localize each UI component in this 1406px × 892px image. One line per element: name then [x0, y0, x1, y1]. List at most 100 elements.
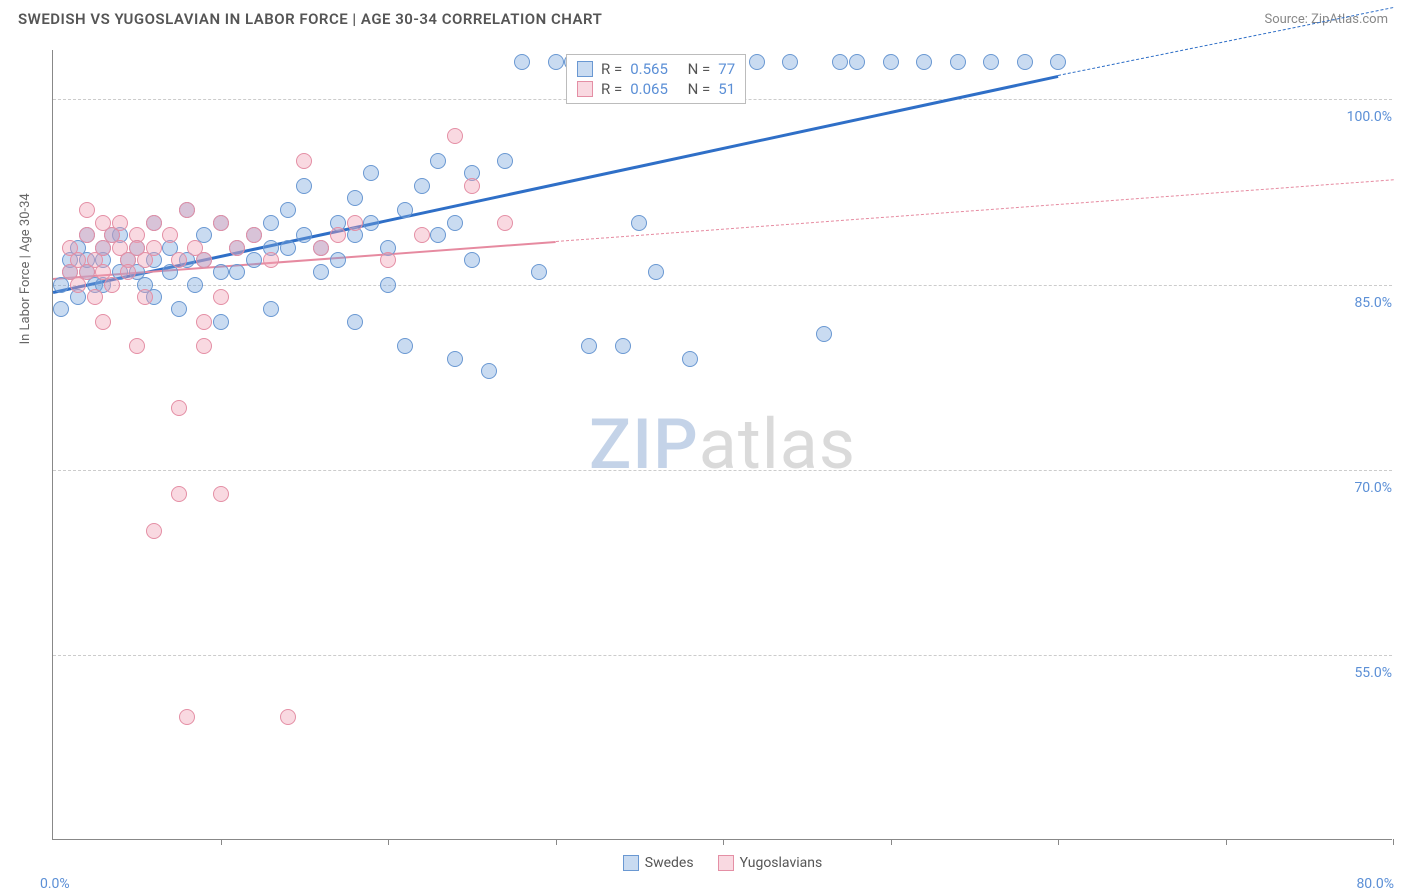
legend-item-yugoslavians: Yugoslavians	[718, 855, 823, 871]
x-tick	[723, 839, 724, 845]
scatter-point	[363, 165, 379, 181]
x-tick	[891, 839, 892, 845]
scatter-point	[581, 338, 597, 354]
legend-item-swedes: Swedes	[623, 855, 694, 871]
chart-plot-area: ZIPatlas 55.0%70.0%85.0%100.0% Swedes Yu…	[52, 50, 1392, 840]
scatter-point	[263, 215, 279, 231]
scatter-point	[347, 314, 363, 330]
scatter-point	[430, 153, 446, 169]
scatter-point	[330, 227, 346, 243]
n-label: N =	[688, 80, 711, 98]
scatter-point	[263, 252, 279, 268]
scatter-point	[497, 215, 513, 231]
x-tick	[1226, 839, 1227, 845]
source-label: Source: ZipAtlas.com	[1264, 12, 1388, 27]
scatter-point	[447, 351, 463, 367]
scatter-point	[548, 54, 564, 70]
scatter-point	[296, 227, 312, 243]
scatter-point	[782, 54, 798, 70]
scatter-point	[950, 54, 966, 70]
scatter-point	[497, 153, 513, 169]
scatter-point	[380, 252, 396, 268]
scatter-point	[849, 54, 865, 70]
scatter-point	[196, 338, 212, 354]
r-label: R =	[601, 80, 622, 98]
x-tick	[1058, 839, 1059, 845]
x-axis-label-left: 0.0%	[40, 876, 70, 892]
scatter-point	[615, 338, 631, 354]
scatter-point	[682, 351, 698, 367]
legend-swatch-yugoslavians	[718, 855, 734, 871]
y-axis-title: In Labor Force | Age 30-34	[18, 193, 33, 344]
scatter-point	[171, 486, 187, 502]
scatter-point	[1050, 54, 1066, 70]
x-tick	[388, 839, 389, 845]
scatter-point	[162, 227, 178, 243]
scatter-point	[87, 289, 103, 305]
n-label: N =	[688, 60, 711, 78]
scatter-point	[179, 202, 195, 218]
scatter-point	[146, 215, 162, 231]
scatter-point	[171, 400, 187, 416]
scatter-point	[104, 277, 120, 293]
scatter-point	[213, 289, 229, 305]
scatter-point	[363, 215, 379, 231]
scatter-point	[120, 264, 136, 280]
n-value-yugoslavians: 51	[718, 80, 735, 98]
r-value-swedes: 0.565	[630, 60, 668, 78]
scatter-point	[196, 314, 212, 330]
scatter-point	[246, 252, 262, 268]
scatter-point	[196, 252, 212, 268]
scatter-point	[129, 338, 145, 354]
scatter-point	[313, 264, 329, 280]
scatter-point	[79, 202, 95, 218]
scatter-point	[347, 190, 363, 206]
scatter-point	[246, 227, 262, 243]
scatter-point	[296, 178, 312, 194]
legend-stats-row-swedes: R = 0.565 N = 77	[577, 59, 735, 79]
scatter-point	[447, 215, 463, 231]
scatter-point	[137, 289, 153, 305]
scatter-point	[146, 240, 162, 256]
scatter-point	[464, 252, 480, 268]
scatter-point	[397, 202, 413, 218]
chart-header: SWEDISH VS YUGOSLAVIAN IN LABOR FORCE | …	[0, 0, 1406, 34]
scatter-point	[229, 240, 245, 256]
legend-stats-row-yugoslavians: R = 0.065 N = 51	[577, 79, 735, 99]
legend-bottom: Swedes Yugoslavians	[53, 855, 1392, 871]
scatter-point	[430, 227, 446, 243]
scatter-points-layer	[53, 50, 1392, 839]
x-tick	[1393, 839, 1394, 845]
scatter-point	[916, 54, 932, 70]
legend-label-yugoslavians: Yugoslavians	[740, 855, 823, 871]
scatter-point	[146, 523, 162, 539]
scatter-point	[53, 301, 69, 317]
legend-label-swedes: Swedes	[645, 855, 694, 871]
scatter-point	[213, 215, 229, 231]
scatter-point	[380, 277, 396, 293]
scatter-point	[313, 240, 329, 256]
scatter-point	[347, 215, 363, 231]
legend-stats-swatch-yugoslavians	[577, 81, 593, 97]
scatter-point	[481, 363, 497, 379]
scatter-point	[179, 709, 195, 725]
legend-swatch-swedes	[623, 855, 639, 871]
n-value-swedes: 77	[718, 60, 735, 78]
scatter-point	[816, 326, 832, 342]
x-tick	[221, 839, 222, 845]
scatter-point	[171, 252, 187, 268]
chart-title: SWEDISH VS YUGOSLAVIAN IN LABOR FORCE | …	[18, 10, 602, 28]
scatter-point	[883, 54, 899, 70]
scatter-point	[1017, 54, 1033, 70]
scatter-point	[414, 178, 430, 194]
scatter-point	[514, 54, 530, 70]
scatter-point	[280, 202, 296, 218]
scatter-point	[213, 314, 229, 330]
scatter-point	[397, 338, 413, 354]
scatter-point	[648, 264, 664, 280]
scatter-point	[280, 709, 296, 725]
scatter-point	[296, 153, 312, 169]
scatter-point	[749, 54, 765, 70]
x-tick	[556, 839, 557, 845]
scatter-point	[79, 227, 95, 243]
